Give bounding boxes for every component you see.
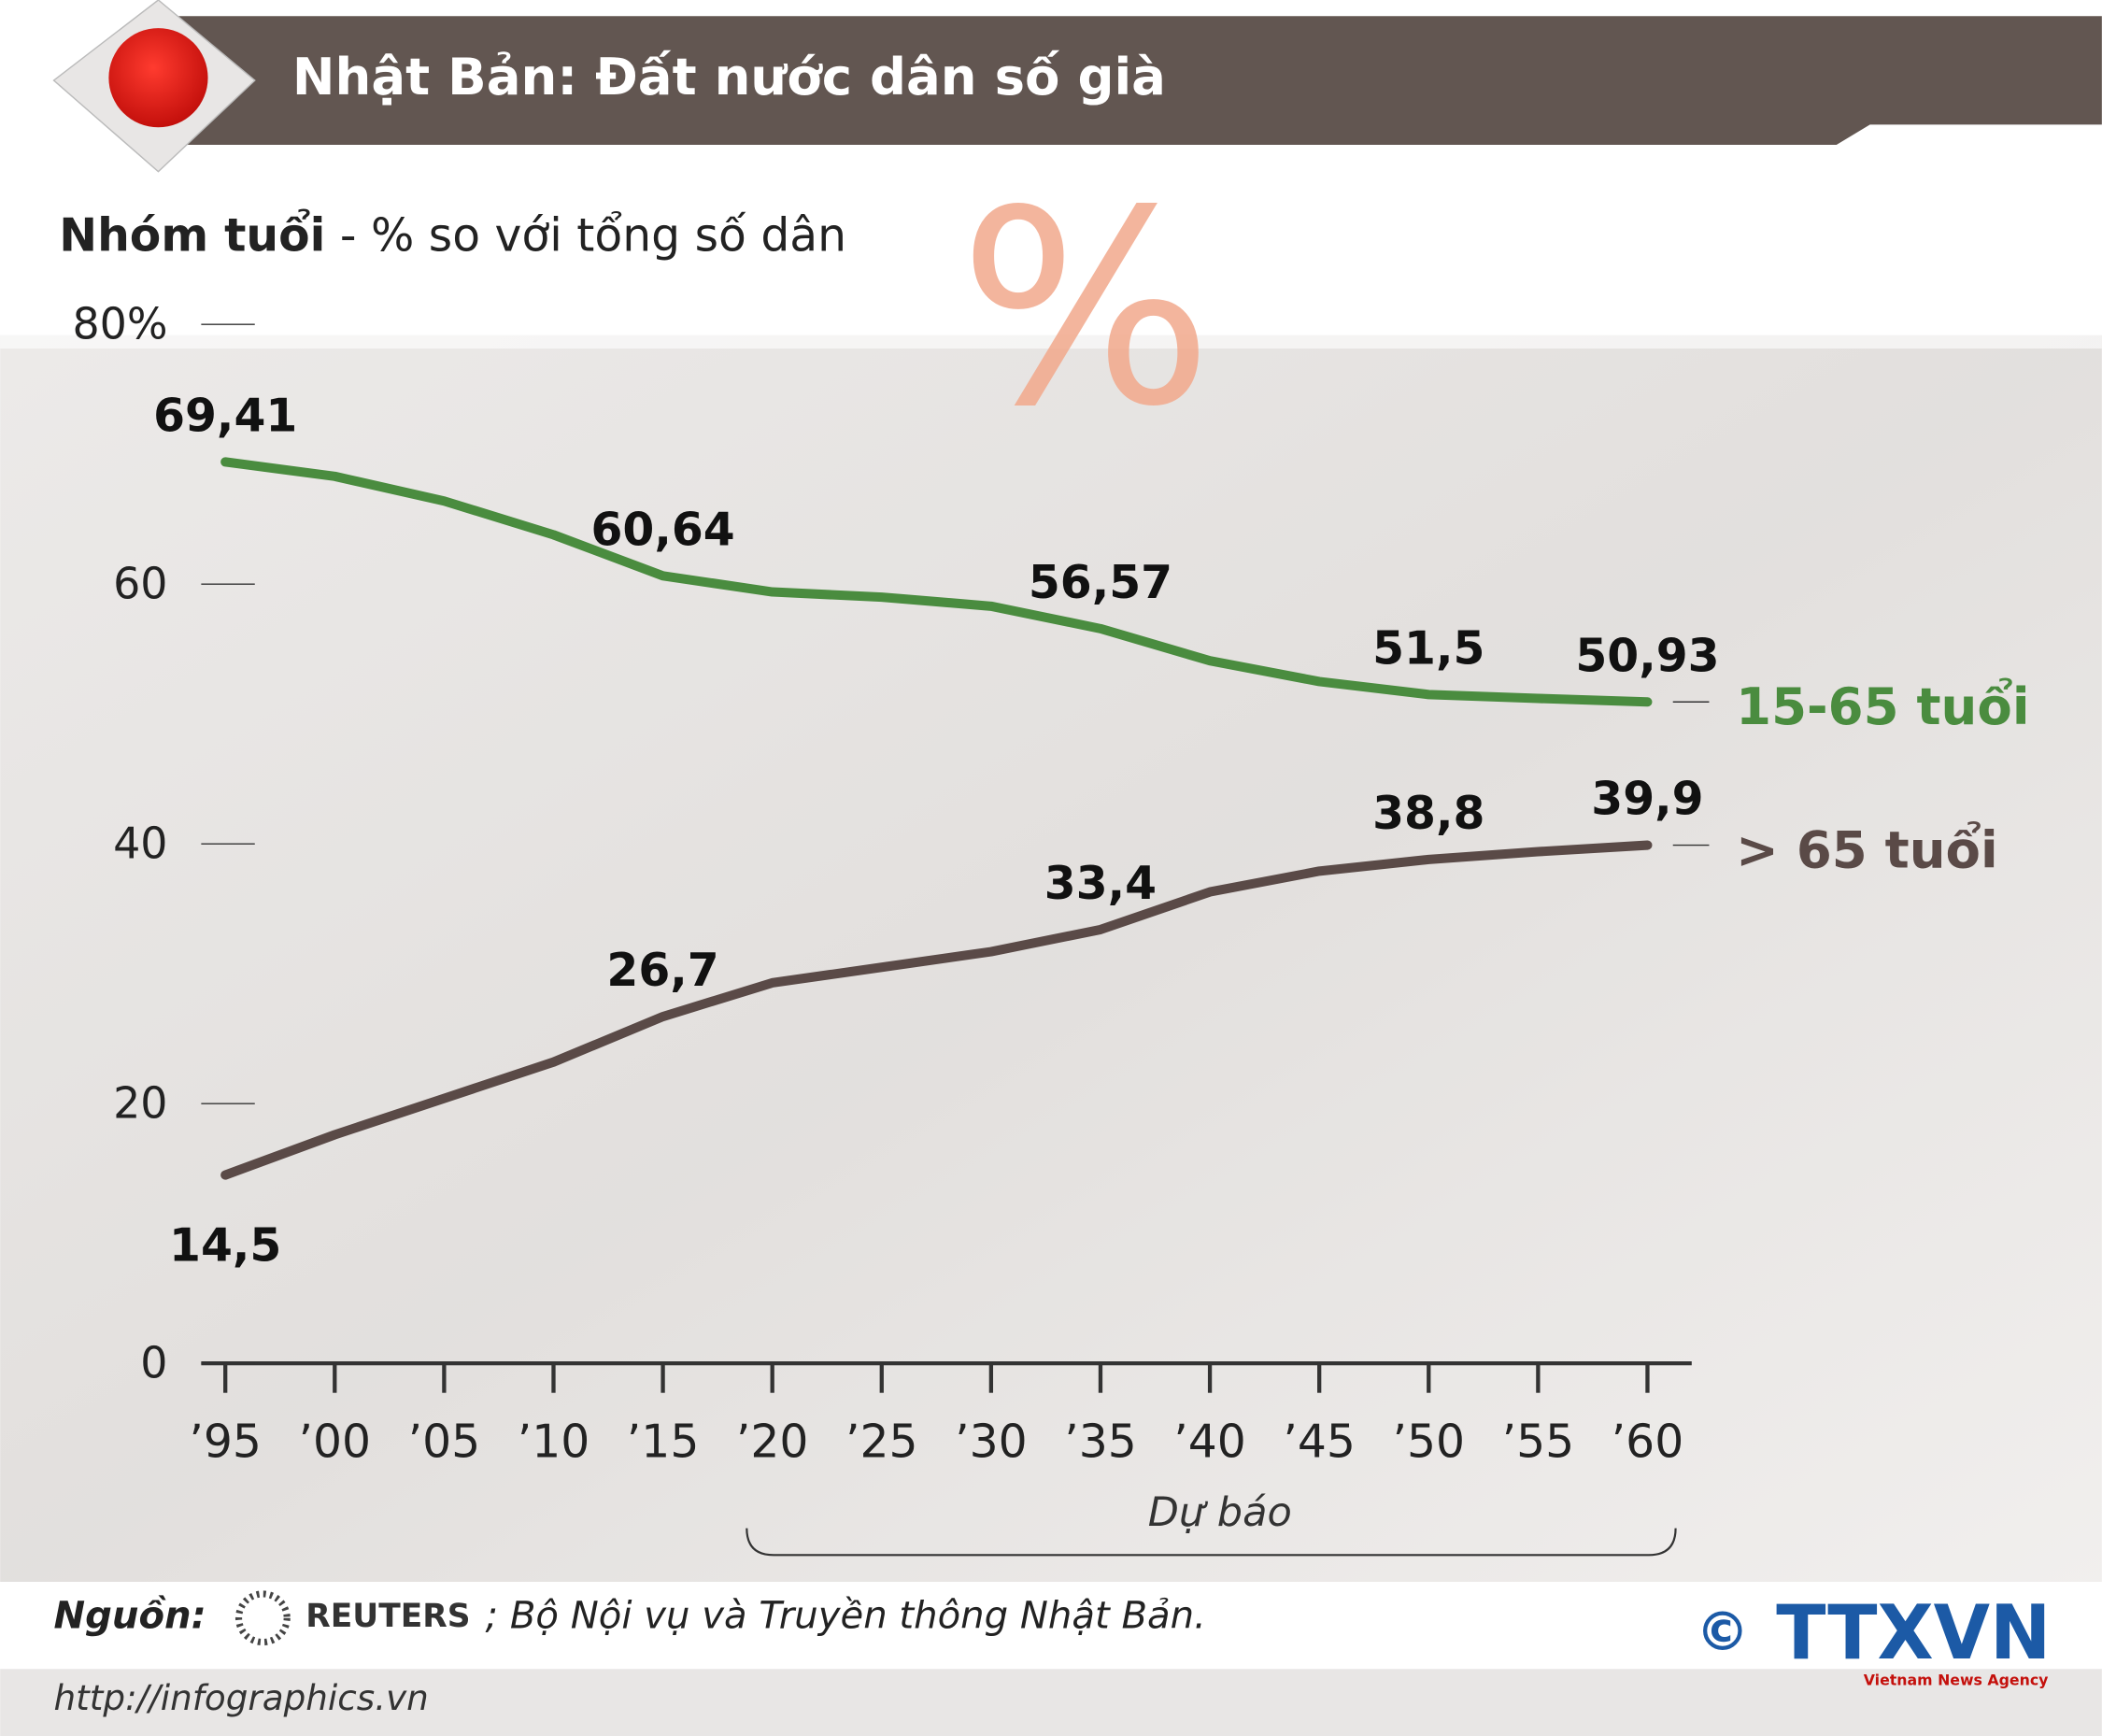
x-tick-label: ’40 <box>1173 1416 1246 1469</box>
photo-bg <box>0 334 2102 1583</box>
x-tick-label: ’35 <box>1064 1416 1137 1469</box>
forecast-label: Dự báo <box>1148 1489 1292 1536</box>
value-label: 26,7 <box>606 944 718 997</box>
y-tick-label: 60 <box>113 559 167 609</box>
source-label: Nguồn: <box>54 1595 206 1638</box>
source-agency: REUTERS <box>305 1598 470 1635</box>
value-label: 14,5 <box>169 1219 281 1273</box>
x-tick-label: ’60 <box>1612 1416 1684 1469</box>
y-tick-label: 80% <box>72 299 167 349</box>
value-label: 38,8 <box>1372 787 1484 840</box>
y-tick-label: 0 <box>140 1338 167 1388</box>
subtitle: Nhóm tuổi - % so với tổng số dân <box>59 208 846 262</box>
x-tick-label: ’50 <box>1392 1416 1465 1469</box>
subtitle-bold: Nhóm tuổi <box>59 208 325 262</box>
value-label: 69,41 <box>153 389 297 442</box>
x-tick-label: ’05 <box>408 1416 481 1469</box>
legend-label: > 65 tuổi <box>1736 819 1998 879</box>
subtitle-rest: - % so với tổng số dân <box>325 208 846 262</box>
source-rest: ; Bộ Nội vụ và Truyền thông Nhật Bản. <box>486 1595 1206 1638</box>
x-tick-label: ’95 <box>189 1416 262 1469</box>
series-line <box>220 840 1653 1180</box>
title: Nhật Bản: Đất nước dân số già <box>292 47 1166 107</box>
x-tick-label: ’00 <box>299 1416 372 1469</box>
value-label: 51,5 <box>1372 621 1484 675</box>
y-tick-label: 20 <box>113 1078 167 1129</box>
footer-band <box>0 1669 2102 1736</box>
decor-percent: % <box>959 153 1214 465</box>
x-tick-label: ’45 <box>1283 1416 1356 1469</box>
copyright: © <box>1696 1601 1749 1663</box>
x-tick-label: ’55 <box>1502 1416 1575 1469</box>
value-label: 33,4 <box>1044 857 1157 910</box>
photo-fade <box>0 281 2102 349</box>
y-tick-label: 40 <box>113 818 167 869</box>
value-label: 56,57 <box>1029 556 1172 609</box>
x-tick-label: ’25 <box>845 1416 918 1469</box>
logo: TTXVN <box>1776 1588 2051 1676</box>
header-bar <box>147 16 2102 145</box>
logo-subtitle: Vietnam News Agency <box>1864 1672 2049 1689</box>
value-label: 39,9 <box>1591 773 1703 826</box>
series-line <box>220 457 1653 707</box>
x-tick-label: ’10 <box>518 1416 590 1469</box>
legend-label: 15-65 tuổi <box>1736 676 2029 736</box>
x-tick-label: ’30 <box>955 1416 1028 1469</box>
flag-sun <box>108 28 208 128</box>
url: http://infographics.vn <box>54 1677 429 1718</box>
reuters-icon <box>234 1590 291 1646</box>
x-tick-label: ’20 <box>736 1416 809 1469</box>
value-label: 60,64 <box>590 503 734 556</box>
forecast-bracket <box>746 1528 1677 1557</box>
value-label: 50,93 <box>1575 629 1719 682</box>
x-tick-label: ’15 <box>627 1416 700 1469</box>
